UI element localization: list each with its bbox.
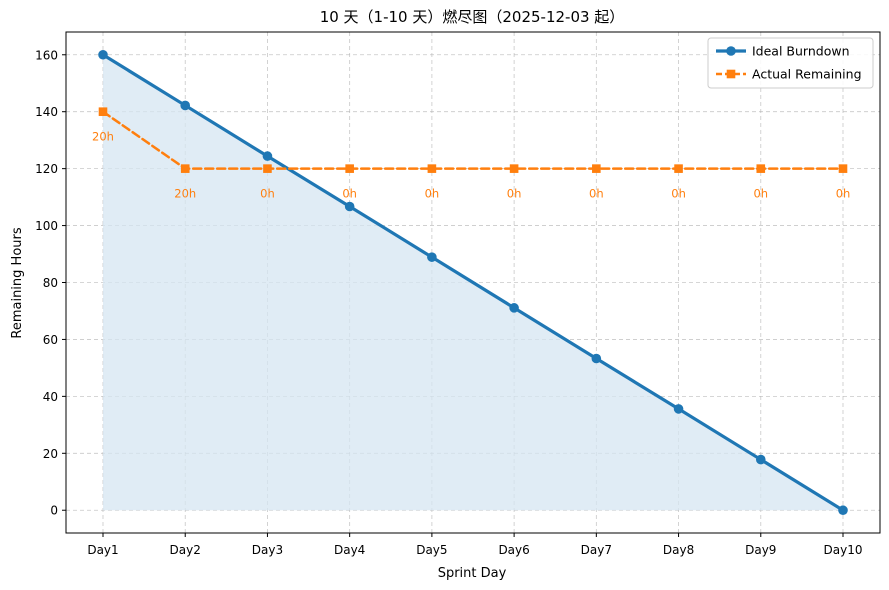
x-tick-label: Day3	[252, 543, 283, 557]
x-axis-label: Sprint Day	[438, 566, 507, 581]
legend-box	[707, 37, 874, 89]
legend-label-ideal-burndown: Ideal Burndown	[752, 44, 850, 59]
actual-remaining-point	[98, 107, 108, 117]
ideal-burndown-point	[509, 303, 519, 313]
ideal-burndown-point	[262, 151, 273, 161]
data-label: 0h	[507, 187, 522, 201]
legend: Ideal Burndown Actual Remaining	[707, 37, 874, 89]
y-tick-label: 60	[43, 333, 58, 347]
legend-marker-actual-remaining	[726, 69, 736, 79]
ideal-burndown-point	[344, 201, 355, 212]
y-axis-label: Remaining Hours	[10, 227, 25, 338]
ideal-burndown-point	[98, 49, 108, 60]
x-tick-label: Day2	[170, 543, 201, 557]
y-tick-label: 160	[35, 48, 58, 62]
data-label: 0h	[342, 187, 357, 201]
x-tick-label: Day9	[745, 543, 776, 557]
x-tick-label: Day1	[87, 543, 118, 557]
y-tick-label: 20	[43, 447, 58, 461]
actual-remaining-point	[592, 164, 601, 173]
data-label: 0h	[260, 187, 275, 201]
ideal-burndown-point	[755, 454, 766, 465]
x-tick-label: Day4	[334, 543, 365, 557]
ideal-burndown-point	[180, 100, 191, 111]
y-tick-label: 80	[43, 276, 58, 290]
chart-title: 10 天（1-10 天）燃尽图（2025-12-03 起）	[320, 8, 625, 26]
x-tick-label: Day6	[498, 543, 529, 557]
data-label: 0h	[753, 187, 768, 201]
ideal-burndown-point	[838, 505, 848, 516]
x-tick-label: Day7	[581, 543, 612, 557]
data-label: 0h	[589, 187, 604, 201]
ideal-burndown-line	[101, 53, 845, 512]
actual-remaining-point	[427, 164, 437, 173]
x-tick-label: Day8	[663, 543, 694, 557]
data-label: 0h	[836, 187, 851, 201]
data-label: 20h	[92, 130, 114, 144]
ideal-burndown-point	[591, 353, 602, 364]
y-tick-label: 0	[50, 504, 58, 518]
ideal-burndown-point	[427, 252, 437, 262]
actual-remaining-point	[263, 164, 272, 173]
y-tick-label: 100	[35, 219, 58, 233]
x-tick-label: Day10	[824, 543, 863, 557]
actual-remaining-point	[509, 164, 519, 173]
actual-remaining-point	[180, 164, 190, 173]
data-label: 0h	[671, 187, 686, 201]
actual-remaining-point	[756, 164, 766, 173]
data-label: 20h	[174, 187, 196, 201]
actual-remaining-point	[838, 164, 848, 173]
ideal-burndown-point	[673, 404, 684, 414]
y-tick-label: 120	[35, 162, 58, 176]
actual-remaining-point	[345, 164, 354, 173]
plot-area: 20h 20h 0h 0h 0h 0h 0h 0h 0h 0h 0 20 40 60 80 100 120 140…	[35, 31, 881, 557]
actual-remaining-point	[674, 164, 683, 173]
data-label: 0h	[425, 187, 440, 201]
y-tick-label: 40	[43, 390, 58, 404]
legend-marker-ideal-burndown	[726, 46, 736, 56]
actual-remaining-line	[101, 110, 845, 170]
y-tick-label: 140	[35, 105, 58, 119]
legend-label-actual-remaining: Actual Remaining	[752, 67, 862, 82]
x-tick-label: Day5	[416, 543, 447, 557]
